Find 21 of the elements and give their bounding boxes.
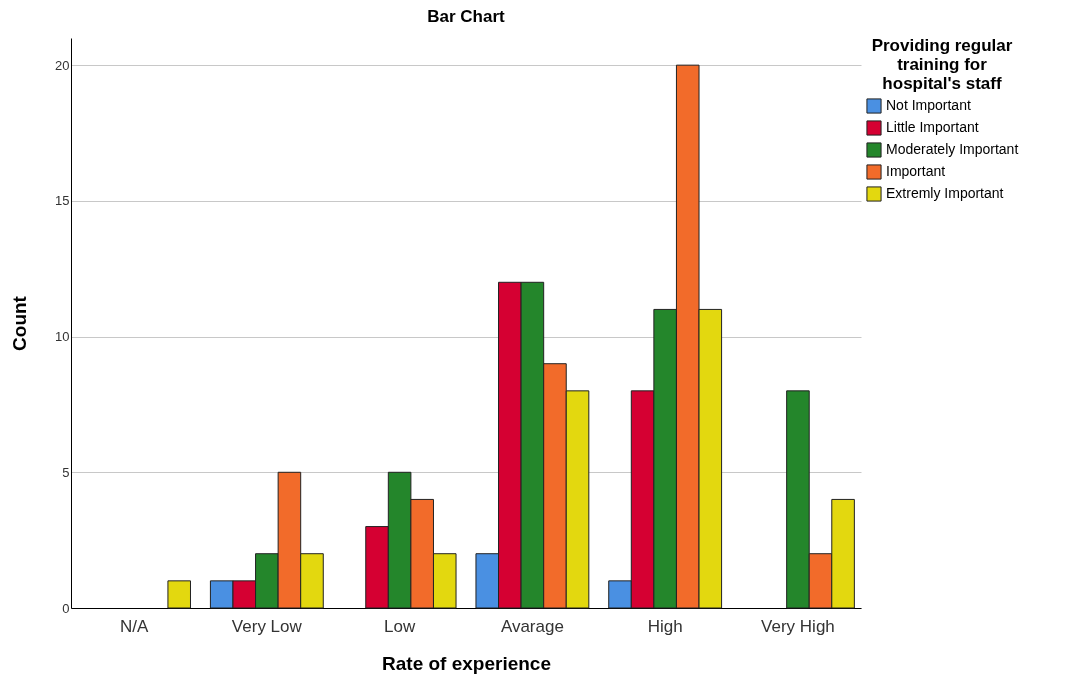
x-tick-label: N/A	[119, 616, 149, 636]
x-tick-label: Avarage	[500, 616, 564, 636]
legend-label: Not Important	[886, 97, 971, 113]
y-tick-label: 15	[55, 193, 70, 209]
y-tick-label: 0	[62, 600, 70, 616]
x-tick-label: Very Low	[231, 616, 303, 636]
y-tick-label: 20	[55, 57, 70, 73]
y-axis-title: Count	[9, 295, 31, 351]
legend-label: Little Important	[886, 119, 979, 135]
y-tick-label: 5	[62, 464, 70, 480]
x-tick-label: Low	[384, 616, 416, 636]
y-tick-label: 10	[55, 329, 70, 345]
legend-title: Providing regular training for hospital's staff	[871, 36, 1013, 93]
legend-label: Moderately Important	[886, 141, 1019, 157]
x-axis-title: Rate of experience	[382, 652, 551, 674]
legend-label: Important	[886, 163, 946, 179]
legend-label: Extremly Important	[886, 185, 1004, 201]
x-tick-label: Very High	[761, 616, 835, 636]
x-tick-label: High	[647, 616, 683, 636]
bar	[167, 580, 191, 609]
chart-title: Bar Chart	[427, 7, 506, 26]
